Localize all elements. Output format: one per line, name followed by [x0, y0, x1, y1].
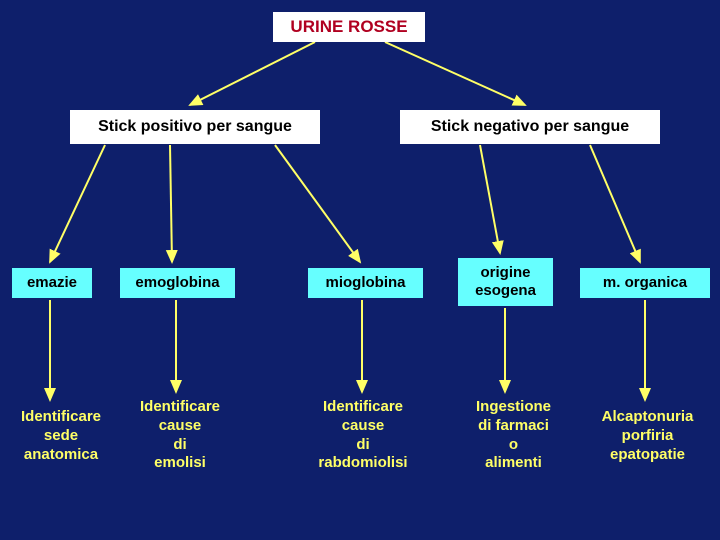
leaf-origine-esogena: origine esogena — [458, 258, 553, 306]
title-text: URINE ROSSE — [290, 17, 407, 37]
final-cause-rabdomiolisi: Identificare cause di rabdomiolisi — [288, 398, 438, 473]
final-cause-emolisi: Identificare cause di emolisi — [120, 398, 240, 473]
final-alcaptonuria: Alcaptonuria porfiria epatopatie — [580, 408, 715, 464]
leaf-emazie-label: emazie — [27, 274, 77, 292]
leaf-mioglobina-label: mioglobina — [326, 274, 406, 292]
title-box: URINE ROSSE — [273, 12, 425, 42]
leaf-m-organica: m. organica — [580, 268, 710, 298]
final-sede-anatomica: Identificare sede anatomica — [2, 408, 120, 464]
leaf-emoglobina: emoglobina — [120, 268, 235, 298]
leaf-emazie: emazie — [12, 268, 92, 298]
stick-positive-box: Stick positivo per sangue — [70, 110, 320, 144]
leaf-mioglobina: mioglobina — [308, 268, 423, 298]
final-ingestione: Ingestione di farmaci o alimenti — [456, 398, 571, 473]
stick-negative-box: Stick negativo per sangue — [400, 110, 660, 144]
leaf-emoglobina-label: emoglobina — [135, 274, 219, 292]
leaf-origine-esogena-label: origine esogena — [475, 264, 536, 300]
stick-negative-label: Stick negativo per sangue — [431, 117, 629, 136]
stick-positive-label: Stick positivo per sangue — [98, 117, 292, 136]
leaf-m-organica-label: m. organica — [603, 274, 687, 292]
